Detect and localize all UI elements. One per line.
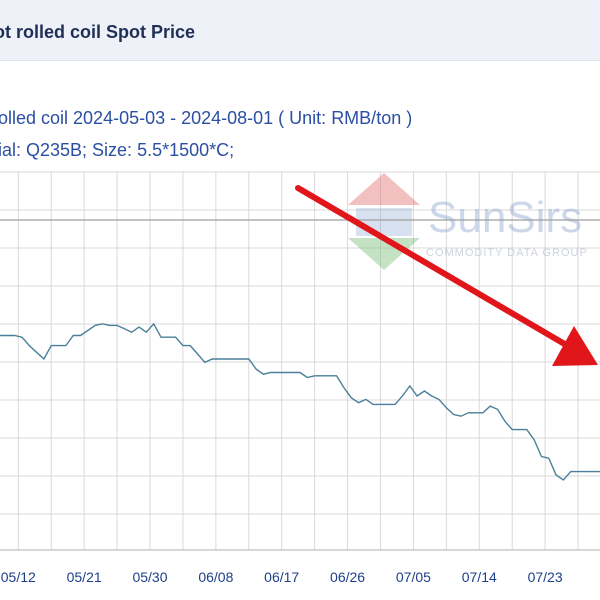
price-series-line <box>0 322 600 481</box>
x-tick-label: 07/23 <box>528 569 563 585</box>
trend-arrow <box>295 185 598 366</box>
x-tick-label: 07/14 <box>462 569 497 585</box>
x-tick-label: 05/30 <box>132 569 167 585</box>
sunsirs-watermark: SunSirs COMMODITY DATA GROUP <box>348 173 588 270</box>
x-tick-label: 05/21 <box>67 569 102 585</box>
watermark-logo-mid <box>356 208 412 236</box>
x-tick-label: 06/26 <box>330 569 365 585</box>
x-tick-label: 07/05 <box>396 569 431 585</box>
x-tick-label: 06/08 <box>198 569 233 585</box>
watermark-brand: SunSirs <box>428 193 582 242</box>
watermark-logo-top <box>348 173 420 205</box>
trend-arrow-head <box>552 326 598 366</box>
watermark-tagline: COMMODITY DATA GROUP <box>426 247 588 259</box>
chart-title-bar: ot rolled coil Spot Price <box>0 0 600 61</box>
x-axis-ticks: 05/12 05/21 05/30 06/08 06/17 06/26 07/05 07/14… <box>1 569 563 585</box>
chart-subtitle-spec: rial: Q235B; Size: 5.5*1500*C; <box>0 140 235 160</box>
x-tick-label: 05/12 <box>1 569 36 585</box>
x-tick-label: 06/17 <box>264 569 299 585</box>
chart-subtitle-range: rolled coil 2024-05-03 - 2024-08-01 ( Un… <box>0 108 413 128</box>
chart-title: ot rolled coil Spot Price <box>0 22 196 42</box>
trend-arrow-shaft <box>295 185 571 349</box>
